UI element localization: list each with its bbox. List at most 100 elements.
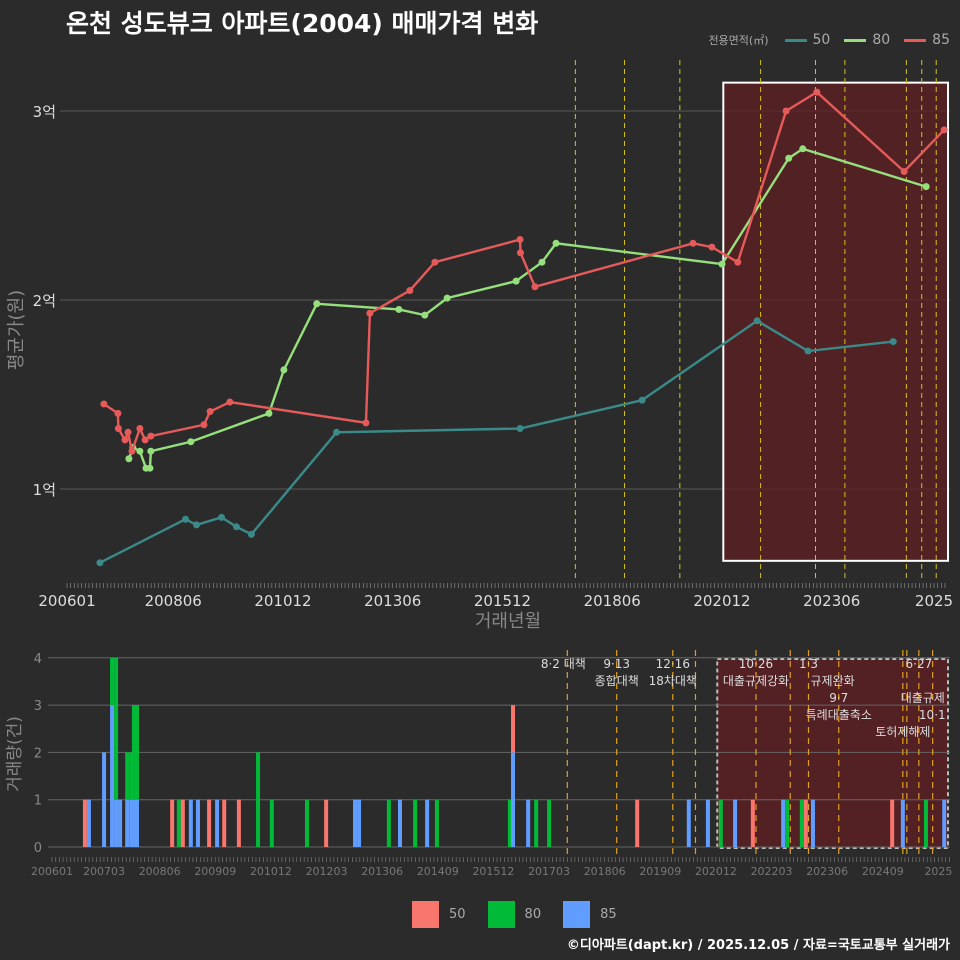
legend-top: 전용면적(㎡) 50 80 85: [708, 32, 950, 48]
y-tick-label: 1억: [33, 481, 56, 499]
event-date: 8·2 대책: [541, 656, 586, 671]
data-point-50: [333, 428, 341, 436]
legend-swatch-85: [904, 38, 927, 42]
volume-bar-85: [900, 799, 905, 847]
event-name: 대출규제: [901, 691, 945, 705]
volume-bar-50: [324, 799, 329, 847]
volume-bar-80: [799, 799, 804, 847]
data-point-85: [782, 107, 790, 115]
data-point-50: [96, 559, 104, 567]
data-point-80: [421, 311, 429, 319]
data-point-80: [146, 464, 154, 472]
volume-bar-80: [434, 799, 439, 847]
data-point-50: [218, 513, 226, 521]
volume-bar-50: [803, 799, 808, 847]
x-tick-label: 201806: [584, 592, 641, 610]
data-point-85: [226, 398, 234, 406]
x-tick-label: 202203: [751, 865, 793, 878]
event-name: 규제완화: [811, 674, 855, 688]
event-name: 종합대책: [595, 673, 639, 688]
data-point-50: [182, 515, 190, 523]
volume-bar-80: [110, 657, 115, 706]
x-tick-label: 202409: [862, 865, 904, 878]
y-axis-title: 평균가(원): [6, 290, 27, 370]
data-point-85: [689, 239, 697, 247]
data-point-85: [531, 283, 539, 291]
volume-bar-85: [102, 752, 107, 847]
data-point-85: [516, 236, 524, 244]
event-date: 9·7: [829, 691, 848, 705]
volume-bar-80: [125, 752, 130, 800]
volume-bar-80: [256, 752, 261, 847]
volume-bar-80: [114, 657, 119, 800]
volume-bar-80: [386, 799, 391, 847]
volume-bar-80: [304, 799, 309, 847]
price-line-chart: 1억 2억 3억 200601 200806 201012 201306 201512 2018…: [6, 60, 953, 632]
x-tick-label: 201512: [474, 592, 531, 610]
data-point-50: [753, 317, 761, 325]
volume-bar-80: [547, 799, 552, 847]
volume-bar-85: [110, 705, 115, 847]
data-point-50: [889, 338, 897, 346]
data-point-80: [552, 239, 560, 247]
data-point-80: [512, 277, 520, 285]
data-point-85: [366, 309, 374, 317]
volume-bar-85: [733, 799, 738, 847]
data-point-80: [443, 294, 451, 302]
event-date: 6·27: [906, 657, 933, 671]
volume-bar-50: [635, 799, 640, 847]
data-point-85: [900, 167, 908, 175]
y-tick-label: 0: [34, 841, 42, 856]
event-name: 대출규제강화: [723, 674, 789, 688]
volume-bar-85: [810, 799, 815, 847]
data-point-80: [313, 300, 321, 308]
volume-bar-80: [718, 799, 723, 847]
data-point-85: [734, 258, 742, 266]
data-point-80: [280, 366, 288, 374]
legend-label-50: 50: [449, 907, 466, 922]
event-name: 토허제해제: [875, 725, 930, 739]
data-point-80: [187, 438, 195, 446]
legend-swatch-85: [563, 901, 591, 928]
data-point-85: [200, 421, 208, 429]
volume-bar-85: [125, 799, 130, 847]
volume-bar-85: [526, 799, 531, 847]
data-point-85: [940, 126, 948, 134]
y-tick-label: 4: [34, 652, 42, 667]
data-point-85: [114, 409, 122, 417]
event-date: 9·13: [603, 657, 630, 671]
legend-title: 전용면적(㎡): [708, 34, 769, 47]
x-tick-label: 200601: [38, 592, 95, 610]
x-tick-label: 200703: [83, 865, 125, 878]
legend-swatch-80: [844, 38, 867, 42]
data-point-85: [141, 436, 149, 444]
event-date: 1·3: [799, 657, 818, 671]
legend-bottom: 50 80 85: [412, 901, 639, 928]
volume-bar-85: [942, 799, 947, 847]
data-point-85: [147, 432, 155, 440]
x-tick-label: 202012: [693, 592, 750, 610]
x-tick-label: 200909: [194, 865, 236, 878]
x-tick-label: 201806: [584, 865, 626, 878]
data-point-80: [799, 145, 807, 153]
x-tick-label: 201409: [417, 865, 459, 878]
data-point-50: [516, 425, 524, 433]
data-point-85: [124, 428, 132, 436]
data-point-85: [136, 425, 144, 433]
data-point-80: [265, 409, 273, 417]
volume-bar-85: [188, 799, 193, 847]
volume-bar-85: [353, 799, 358, 847]
x-tick-label: 201012: [254, 592, 311, 610]
volume-bar-85: [705, 799, 710, 847]
legend-label-80: 80: [524, 907, 542, 922]
volume-bar-80: [269, 799, 274, 847]
volume-bar-85: [357, 799, 362, 847]
y-tick-label: 2: [34, 746, 42, 761]
x-tick-label: 201012: [250, 865, 292, 878]
volume-bar-85: [425, 799, 430, 847]
volume-bar-80: [923, 799, 928, 847]
event-date: 10·26: [739, 657, 773, 671]
legend-label-80: 80: [872, 32, 891, 48]
event-date: 12·16: [656, 657, 690, 671]
